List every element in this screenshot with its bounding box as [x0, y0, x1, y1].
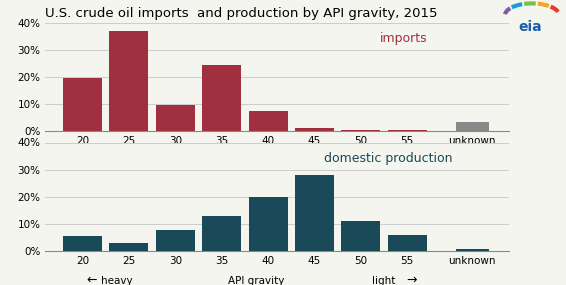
Text: U.S. crude oil imports  and production by API gravity, 2015: U.S. crude oil imports and production by… — [45, 7, 438, 20]
Bar — [456, 122, 488, 131]
Bar — [109, 243, 148, 251]
Bar — [341, 130, 380, 131]
Bar — [109, 31, 148, 131]
Text: light: light — [372, 276, 396, 285]
Bar — [156, 105, 195, 131]
Text: API gravity: API gravity — [228, 276, 285, 285]
Bar — [202, 215, 241, 251]
Text: →: → — [407, 274, 417, 285]
Bar — [63, 78, 102, 131]
Text: domestic production: domestic production — [324, 152, 452, 165]
Bar — [456, 249, 488, 251]
Bar — [248, 111, 288, 131]
Bar — [248, 197, 288, 251]
Bar — [295, 128, 334, 131]
Bar — [295, 175, 334, 251]
Text: imports: imports — [379, 32, 427, 45]
Bar — [202, 65, 241, 131]
Bar — [63, 236, 102, 251]
Bar — [388, 235, 427, 251]
Text: ←: ← — [87, 274, 97, 285]
Text: heavy: heavy — [101, 276, 133, 285]
Bar — [341, 221, 380, 251]
Text: eia: eia — [518, 20, 542, 34]
Bar — [388, 130, 427, 131]
Bar — [156, 231, 195, 251]
